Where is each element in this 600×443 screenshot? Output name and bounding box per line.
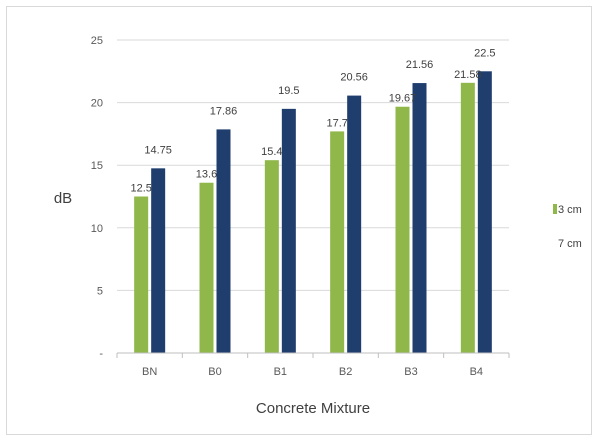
bar-B3-7cm [412, 83, 427, 354]
bar-B3-3cm [395, 106, 410, 353]
data-label: 15.4 [261, 146, 282, 158]
bar-B1-3cm [264, 160, 279, 353]
legend-swatch-7cm [553, 238, 557, 248]
bar-B0-3cm [199, 182, 214, 353]
legend-label: 7 cm [558, 238, 582, 250]
x-tick-label: B2 [339, 366, 352, 378]
data-label: 17.86 [210, 105, 238, 117]
x-axis-ticks: BN B0 B1 B2 B3 B4 [116, 353, 510, 378]
gridlines [117, 39, 509, 291]
y-tick-label: 10 [91, 223, 103, 235]
x-tick-label: B4 [470, 366, 483, 378]
data-label: 20.56 [340, 72, 368, 84]
bars [134, 71, 492, 354]
data-label: 13.6 [196, 169, 217, 181]
data-labels: 12.5 14.75 13.6 17.86 15.4 19.5 17.7 20.56 19.67… [130, 47, 495, 194]
x-tick-label: B1 [274, 366, 287, 378]
y-tick-label: 15 [91, 160, 103, 172]
legend-swatch-3cm [553, 204, 557, 214]
data-label: 21.58 [454, 69, 482, 81]
y-tick-label: 20 [91, 98, 103, 110]
data-label: 19.67 [389, 93, 417, 105]
bar-B4-7cm [477, 71, 492, 354]
bar-B4-3cm [460, 82, 475, 354]
bar-BN-7cm [151, 168, 166, 353]
bar-chart: - 5 10 15 20 25 12.5 14.75 13.6 17.86 15.4 19.5 17.… [54, 35, 582, 417]
x-axis-title: Concrete Mixture [256, 400, 370, 417]
data-label: 17.7 [326, 117, 347, 129]
y-axis-title: dB [54, 190, 72, 207]
bar-B2-7cm [347, 95, 362, 353]
bar-B0-7cm [216, 129, 231, 353]
y-tick-label: 25 [91, 35, 103, 47]
data-label: 21.56 [406, 59, 434, 71]
y-tick-label: - [99, 348, 103, 360]
data-label: 14.75 [144, 144, 172, 156]
legend-label: 3 cm [558, 204, 582, 216]
x-tick-label: B0 [208, 366, 221, 378]
data-label: 22.5 [474, 47, 495, 59]
y-axis-ticks: - 5 10 15 20 25 [91, 35, 104, 360]
data-label: 19.5 [278, 85, 299, 97]
x-tick-label: B3 [404, 366, 417, 378]
legend: 3 cm 7 cm [553, 204, 582, 250]
x-tick-label: BN [142, 366, 157, 378]
y-tick-label: 5 [97, 285, 103, 297]
data-label: 12.5 [130, 183, 151, 195]
bar-B2-3cm [330, 131, 345, 353]
bar-BN-3cm [134, 196, 149, 353]
bar-B1-7cm [281, 108, 296, 353]
chart-frame: - 5 10 15 20 25 12.5 14.75 13.6 17.86 15.4 19.5 17.… [6, 6, 592, 435]
